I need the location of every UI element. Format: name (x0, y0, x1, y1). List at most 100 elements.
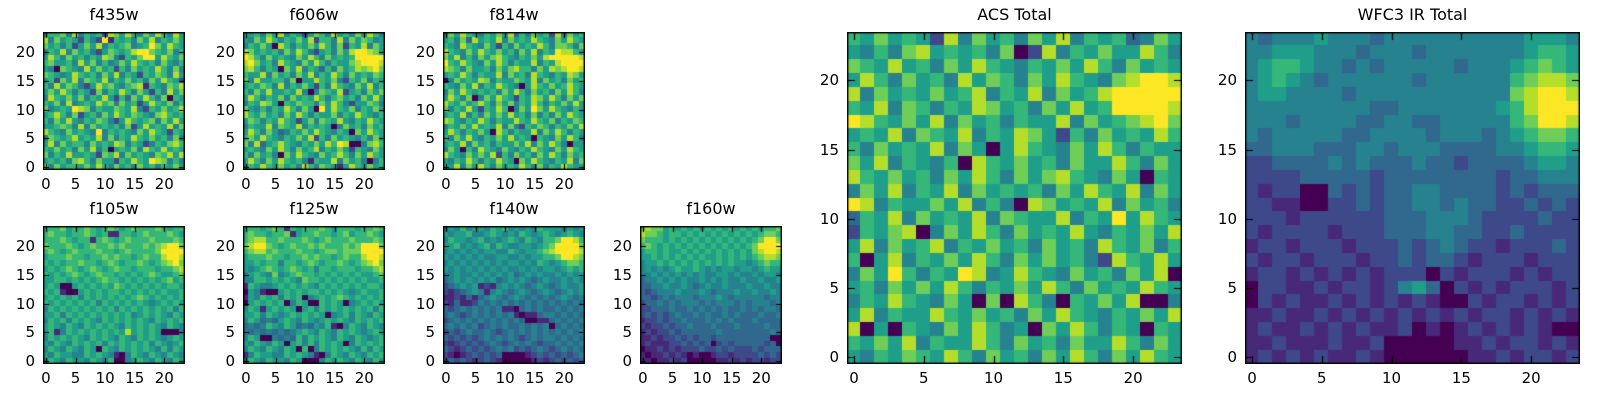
x-tick-label: 0 (41, 175, 51, 193)
x-tick-label: 10 (495, 175, 515, 193)
y-tick-label: 10 (1217, 209, 1237, 228)
heatmap-f105w (43, 226, 185, 364)
y-tick-label: 0 (425, 352, 435, 371)
y-tick-label: 10 (612, 294, 632, 313)
x-tick-label: 20 (154, 369, 174, 387)
x-tick-label: 15 (125, 175, 145, 193)
y-tick-label: 5 (425, 129, 435, 148)
panel-title-f125w: f125w (289, 199, 339, 218)
heatmap-f140w (443, 226, 585, 364)
x-tick-label: 15 (325, 369, 345, 387)
x-tick-label: 0 (1247, 369, 1257, 387)
x-tick-label: 5 (1316, 369, 1327, 387)
y-tick-label: 20 (1217, 71, 1237, 90)
x-tick-label: 0 (441, 369, 451, 387)
y-tick-label: 5 (829, 278, 839, 297)
x-tick-label: 0 (241, 369, 251, 387)
x-tick-label: 5 (270, 369, 281, 387)
y-tick-label: 20 (415, 237, 435, 256)
y-tick-label: 15 (215, 71, 235, 90)
x-tick-label: 0 (638, 369, 648, 387)
x-tick-label: 5 (70, 175, 81, 193)
x-tick-label: 0 (41, 369, 51, 387)
x-tick-label: 20 (1521, 369, 1541, 387)
x-tick-label: 15 (125, 369, 145, 387)
x-tick-label: 20 (354, 175, 374, 193)
x-tick-label: 5 (918, 369, 929, 387)
y-tick-label: 0 (25, 352, 35, 371)
heatmap-f435w (43, 32, 185, 170)
y-tick-label: 5 (25, 129, 35, 148)
y-tick-label: 10 (415, 100, 435, 119)
y-tick-label: 20 (415, 43, 435, 62)
y-tick-label: 20 (215, 237, 235, 256)
x-tick-label: 15 (325, 175, 345, 193)
x-tick-label: 20 (154, 175, 174, 193)
x-tick-label: 20 (554, 175, 574, 193)
x-tick-label: 10 (495, 369, 515, 387)
x-tick-label: 5 (470, 369, 481, 387)
heatmap-f606w (243, 32, 385, 170)
x-tick-label: 10 (1382, 369, 1402, 387)
x-tick-label: 5 (470, 175, 481, 193)
panel-title-f140w: f140w (489, 199, 539, 218)
x-tick-label: 0 (241, 175, 251, 193)
x-tick-label: 20 (751, 369, 771, 387)
y-tick-label: 10 (15, 100, 35, 119)
y-tick-label: 5 (225, 129, 235, 148)
y-tick-label: 20 (215, 43, 235, 62)
y-tick-label: 15 (819, 140, 839, 159)
y-tick-label: 0 (425, 158, 435, 177)
x-tick-label: 10 (984, 369, 1004, 387)
y-tick-label: 15 (415, 71, 435, 90)
x-tick-label: 5 (70, 369, 81, 387)
x-tick-label: 10 (95, 369, 115, 387)
y-tick-label: 15 (612, 265, 632, 284)
heatmap-acs_total (847, 32, 1182, 364)
y-tick-label: 0 (622, 352, 632, 371)
y-tick-label: 0 (829, 348, 839, 367)
y-tick-label: 5 (1227, 278, 1237, 297)
y-tick-label: 10 (15, 294, 35, 313)
heatmap-wfc3_ir_total (1245, 32, 1580, 364)
x-tick-label: 10 (95, 175, 115, 193)
y-tick-label: 15 (1217, 140, 1237, 159)
y-tick-label: 15 (215, 265, 235, 284)
panel-title-f105w: f105w (89, 199, 139, 218)
x-tick-label: 10 (295, 175, 315, 193)
y-tick-label: 20 (15, 43, 35, 62)
y-tick-label: 20 (819, 71, 839, 90)
y-tick-label: 15 (15, 71, 35, 90)
y-tick-label: 10 (215, 100, 235, 119)
y-tick-label: 5 (25, 323, 35, 342)
x-tick-label: 20 (354, 369, 374, 387)
y-tick-label: 20 (15, 237, 35, 256)
x-tick-label: 15 (1053, 369, 1073, 387)
y-tick-label: 10 (215, 294, 235, 313)
x-tick-label: 20 (1123, 369, 1143, 387)
heatmap-f160w (640, 226, 782, 364)
panel-title-f606w: f606w (289, 5, 339, 24)
y-tick-label: 5 (622, 323, 632, 342)
panel-title-wfc3_ir_total: WFC3 IR Total (1357, 5, 1468, 24)
y-tick-label: 0 (25, 158, 35, 177)
x-tick-label: 0 (441, 175, 451, 193)
y-tick-label: 0 (225, 158, 235, 177)
panel-title-f814w: f814w (489, 5, 539, 24)
y-tick-label: 15 (415, 265, 435, 284)
x-tick-label: 15 (1451, 369, 1471, 387)
y-tick-label: 0 (1227, 348, 1237, 367)
y-tick-label: 20 (612, 237, 632, 256)
panel-title-f435w: f435w (89, 5, 139, 24)
y-tick-label: 10 (415, 294, 435, 313)
x-tick-label: 15 (525, 369, 545, 387)
y-tick-label: 5 (225, 323, 235, 342)
x-tick-label: 15 (722, 369, 742, 387)
heatmap-f125w (243, 226, 385, 364)
panel-title-f160w: f160w (686, 199, 736, 218)
y-tick-label: 10 (819, 209, 839, 228)
x-tick-label: 15 (525, 175, 545, 193)
y-tick-label: 15 (15, 265, 35, 284)
x-tick-label: 10 (295, 369, 315, 387)
